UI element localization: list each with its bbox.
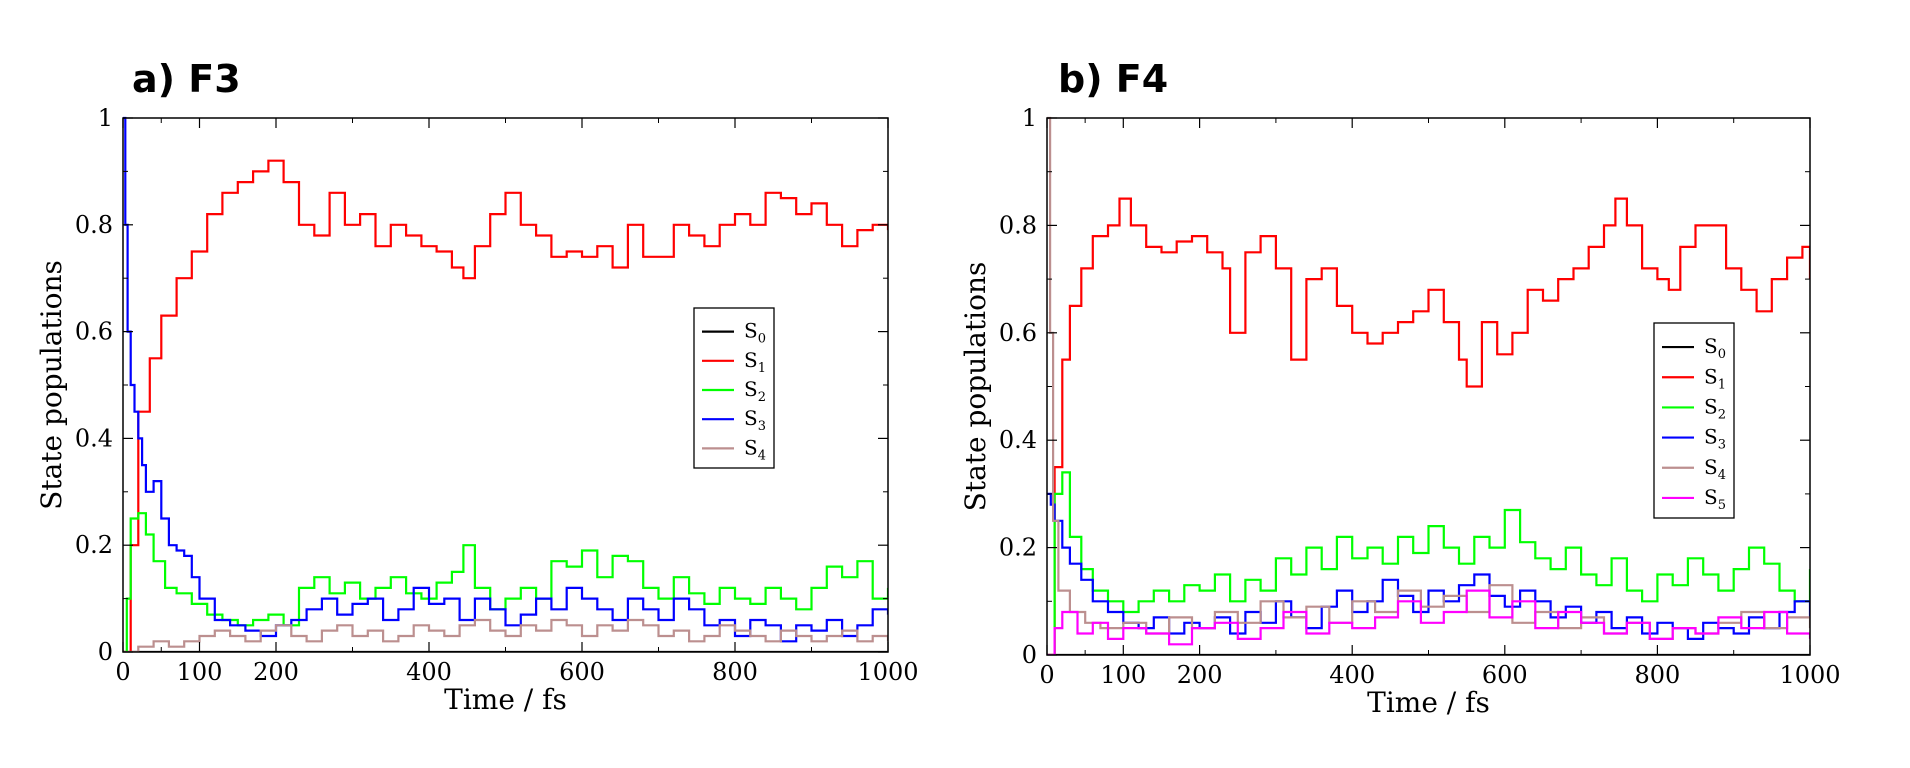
legend-label-s4: S4 <box>1704 455 1726 483</box>
legend-label-s5: S5 <box>1704 485 1726 513</box>
x-tick-label: 400 <box>406 658 452 686</box>
legend-label-s3: S3 <box>744 406 766 434</box>
y-tick-label: 0 <box>1022 641 1037 669</box>
x-tick-label: 800 <box>1634 661 1680 689</box>
legend-label-s0: S0 <box>744 319 766 347</box>
y-tick-label: 0.6 <box>999 319 1037 347</box>
x-tick-label: 600 <box>1482 661 1528 689</box>
y-tick-label: 0.2 <box>999 534 1037 562</box>
x-axis-label: Time / fs <box>1367 686 1490 719</box>
y-tick-label: 0.8 <box>75 211 113 239</box>
series-line-s3 <box>123 116 888 643</box>
x-tick-label: 600 <box>559 658 605 686</box>
y-tick-label: 0 <box>98 638 113 666</box>
series-line-s4 <box>123 618 888 652</box>
x-tick-label: 1000 <box>857 658 918 686</box>
x-tick-label: 200 <box>1177 661 1223 689</box>
series-group <box>123 116 888 652</box>
legend-label-s4: S4 <box>744 435 766 463</box>
x-tick-label: 0 <box>1039 661 1054 689</box>
legend-box <box>1653 322 1735 519</box>
chart-panel-2: b) F4 0 100 200 400 600 800 1000 0 0.2 0.4 0.6 0.8 1 T… <box>959 57 1841 719</box>
y-tick-label: 1 <box>1022 104 1037 132</box>
series-line-s2 <box>123 512 888 652</box>
chart-title: b) F4 <box>1058 57 1168 101</box>
x-axis-label: Time / fs <box>444 683 567 716</box>
y-tick-label: 0.8 <box>999 211 1037 239</box>
x-tick-label: 200 <box>253 658 299 686</box>
series-line-s1 <box>1047 197 1810 655</box>
y-tick-label: 0.2 <box>75 531 113 559</box>
series-group <box>1047 116 1810 655</box>
legend-box <box>693 307 775 469</box>
x-tick-label: 0 <box>115 658 130 686</box>
x-tick-label: 800 <box>712 658 758 686</box>
legend-label-s0: S0 <box>1704 334 1726 362</box>
x-tick-label: 400 <box>1329 661 1375 689</box>
chart-panel-1: a) F3 0 100 200 400 600 800 1000 0 0.2 0.4 0.6 0.8 1 T… <box>35 57 919 716</box>
y-tick-label: 0.4 <box>999 426 1037 454</box>
y-tick-label: 0.6 <box>75 318 113 346</box>
x-tick-label: 100 <box>1100 661 1146 689</box>
y-axis-label: State populations <box>35 260 68 510</box>
x-tick-label: 1000 <box>1779 661 1840 689</box>
x-tick-label: 100 <box>177 658 223 686</box>
legend-label-s2: S2 <box>744 377 766 405</box>
legend-label-s1: S1 <box>1704 364 1726 392</box>
y-tick-label: 1 <box>98 104 113 132</box>
series-line-s1 <box>123 159 888 652</box>
series-line-s2 <box>1047 471 1810 655</box>
chart-title: a) F3 <box>132 57 241 101</box>
series-line-s5 <box>1047 589 1810 655</box>
y-axis-label: State populations <box>959 262 992 512</box>
legend-label-s2: S2 <box>1704 394 1726 422</box>
legend-label-s1: S1 <box>744 348 766 376</box>
y-tick-label: 0.4 <box>75 424 113 452</box>
legend-label-s3: S3 <box>1704 425 1726 453</box>
